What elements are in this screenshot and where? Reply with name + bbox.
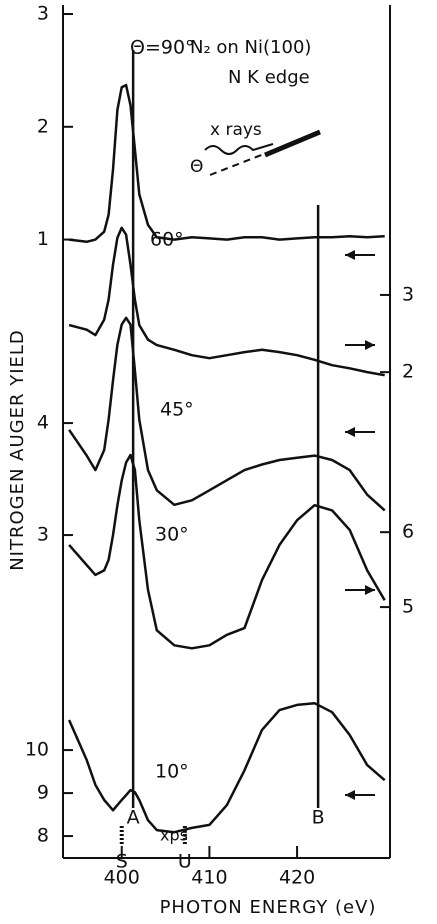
- series-label: 45°: [160, 399, 194, 421]
- y-tick-label: 3: [37, 524, 49, 546]
- y-tick-label: 10: [25, 739, 49, 761]
- inset-label: x rays: [210, 120, 262, 140]
- axis-arrow-head: [365, 585, 375, 595]
- spectrum-line: [68, 226, 385, 377]
- axis-arrow-head: [345, 250, 355, 260]
- spectrum-line: [68, 316, 386, 512]
- x-axis-title: PHOTON ENERGY (eV): [160, 897, 377, 918]
- axis-arrow-head: [345, 790, 355, 800]
- y-axis-title: NITROGEN AUGER YIELD: [7, 329, 28, 571]
- y-tick-label: 2: [37, 115, 49, 137]
- plot: 400 410 420 1 2 3 Θ=90° 2 3 60° 3 4 45° 5 6 30° 8 9 10 10° A…: [25, 3, 414, 889]
- axis-arrow-head: [345, 427, 355, 437]
- inset-xray-wave: [204, 143, 274, 155]
- marker-label: B: [312, 807, 325, 829]
- y-tick-label: 3: [402, 283, 414, 305]
- spectrum-line: [67, 701, 386, 834]
- x-tick-label: 420: [279, 867, 315, 889]
- y-tick-label: 6: [402, 521, 414, 543]
- marker-label: U: [178, 851, 192, 873]
- y-tick-label: 4: [37, 412, 49, 434]
- spectrum-line: [68, 83, 385, 244]
- axis-arrow-head: [365, 340, 375, 350]
- spectrum-line: [68, 453, 386, 650]
- annotation: N₂ on Ni(100): [190, 37, 311, 58]
- y-tick-label: 9: [37, 782, 49, 804]
- series-label: 60°: [150, 229, 184, 251]
- y-tick-label: 5: [402, 596, 414, 618]
- x-tick-label: 400: [104, 867, 140, 889]
- y-tick-label: 3: [37, 3, 49, 25]
- series-label: 10°: [155, 761, 189, 783]
- y-tick-label: 2: [402, 361, 414, 383]
- y-tick-label: 8: [37, 825, 49, 847]
- marker-label: S: [116, 851, 128, 873]
- series-label: 30°: [155, 524, 189, 546]
- marker-label: A: [127, 807, 140, 829]
- inset-angle: Θ: [190, 157, 203, 177]
- series-label: Θ=90°: [130, 37, 195, 59]
- edge-label: N K edge: [228, 67, 310, 88]
- inset-surface: [264, 129, 321, 158]
- inset-dashed-line: [209, 139, 301, 176]
- y-tick-label: 1: [37, 228, 49, 250]
- x-tick-label: 410: [191, 867, 227, 889]
